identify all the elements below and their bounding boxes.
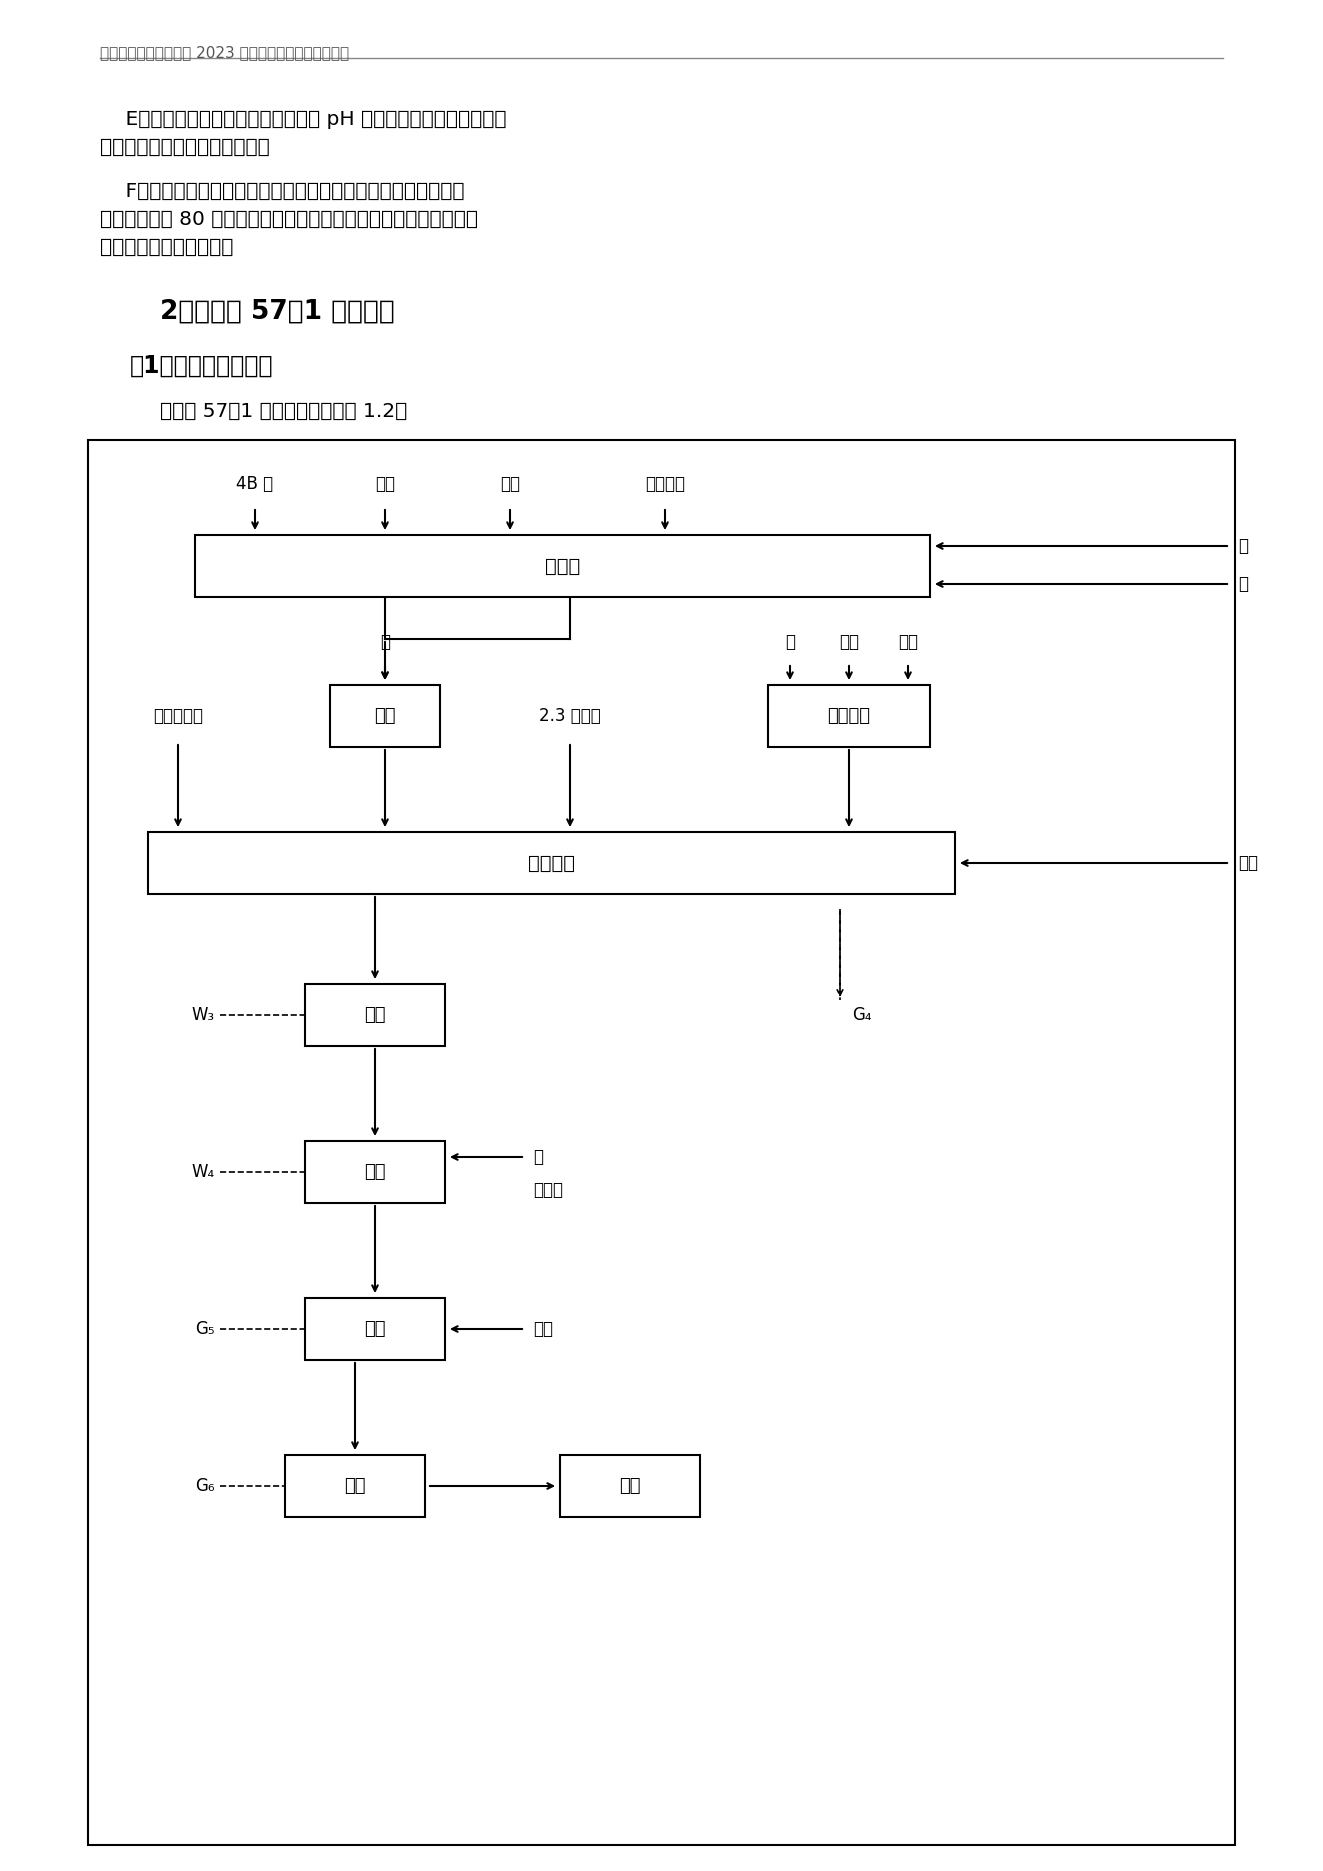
Text: 偶合反应: 偶合反应 [528,853,576,872]
Text: 水洗过程中产生大量水洗废水。: 水洗过程中产生大量水洗废水。 [101,138,270,157]
Text: 冰: 冰 [1238,574,1248,593]
Text: 4B 酸: 4B 酸 [237,475,274,492]
Bar [89,440,1234,1845]
Bar [767,685,930,747]
Bar [306,984,445,1046]
Text: 碎，粉碎细度 80 目。粉碎过程中产生大量无组织排放的颜料尘。粉: 碎，粉碎细度 80 目。粉碎过程中产生大量无组织排放的颜料尘。粉 [101,210,478,228]
Text: 颜料红 57：1 生产工艺流程见图 1.2。: 颜料红 57：1 生产工艺流程见图 1.2。 [160,402,407,421]
Bar [148,833,955,894]
Text: 水: 水 [533,1149,542,1166]
Text: （1）生产工艺流程图: （1）生产工艺流程图 [130,354,274,378]
Text: 回收水: 回收水 [533,1181,564,1199]
Text: 2.3 酸溶解: 2.3 酸溶解 [540,707,601,724]
Text: 蒸汽: 蒸汽 [533,1321,553,1338]
Text: F、带式干燥，烘干过程中，产生大量水蒸汽。然后进粉碎机粉: F、带式干燥，烘干过程中，产生大量水蒸汽。然后进粉碎机粉 [101,181,464,200]
Text: 2、颜料红 57：1 生产工艺: 2、颜料红 57：1 生产工艺 [160,299,394,326]
Text: 松香: 松香 [898,632,918,651]
Text: 片碱: 片碱 [374,707,396,724]
Text: 盐酸: 盐酸 [500,475,520,492]
Text: 片碱: 片碱 [839,632,859,651]
Text: 包装: 包装 [619,1476,640,1495]
Text: 碎完成，成品包装入库。: 碎完成，成品包装入库。 [101,238,233,256]
Text: 烘干: 烘干 [364,1321,386,1338]
Bar [329,685,441,747]
Text: G₆: G₆ [196,1476,216,1495]
Text: 水洗: 水洗 [364,1164,386,1181]
Text: 松香溶解: 松香溶解 [827,707,871,724]
Bar [560,1456,700,1517]
Text: E、滤饼在压滤机内水洗，洗至滤液 pH 呈中性，打压卸料进烘箱。: E、滤饼在压滤机内水洗，洗至滤液 pH 呈中性，打压卸料进烘箱。 [101,110,507,129]
Text: 重氮化: 重氮化 [545,556,579,576]
Text: 压滤: 压滤 [364,1007,386,1023]
Bar [306,1298,445,1360]
Bar [306,1141,445,1203]
Text: 水: 水 [1238,537,1248,556]
Text: G₅: G₅ [196,1321,216,1338]
Text: 溶解氯化钙: 溶解氯化钙 [153,707,202,724]
Text: 粉碎: 粉碎 [344,1476,365,1495]
Bar [284,1456,425,1517]
Text: 蒸汽: 蒸汽 [1238,853,1258,872]
Text: W₄: W₄ [192,1164,216,1181]
Bar [194,535,930,597]
Text: 片碱: 片碱 [374,475,396,492]
Text: 亚硝酸钠: 亚硝酸钠 [646,475,685,492]
Text: W₃: W₃ [192,1007,216,1023]
Text: G₄: G₄ [852,1007,872,1023]
Text: 水: 水 [380,632,390,651]
Text: 水: 水 [785,632,795,651]
Text: 宇虹颜料股份有限公司 2023 年度温室气体排放核查报告: 宇虹颜料股份有限公司 2023 年度温室气体排放核查报告 [101,45,349,60]
